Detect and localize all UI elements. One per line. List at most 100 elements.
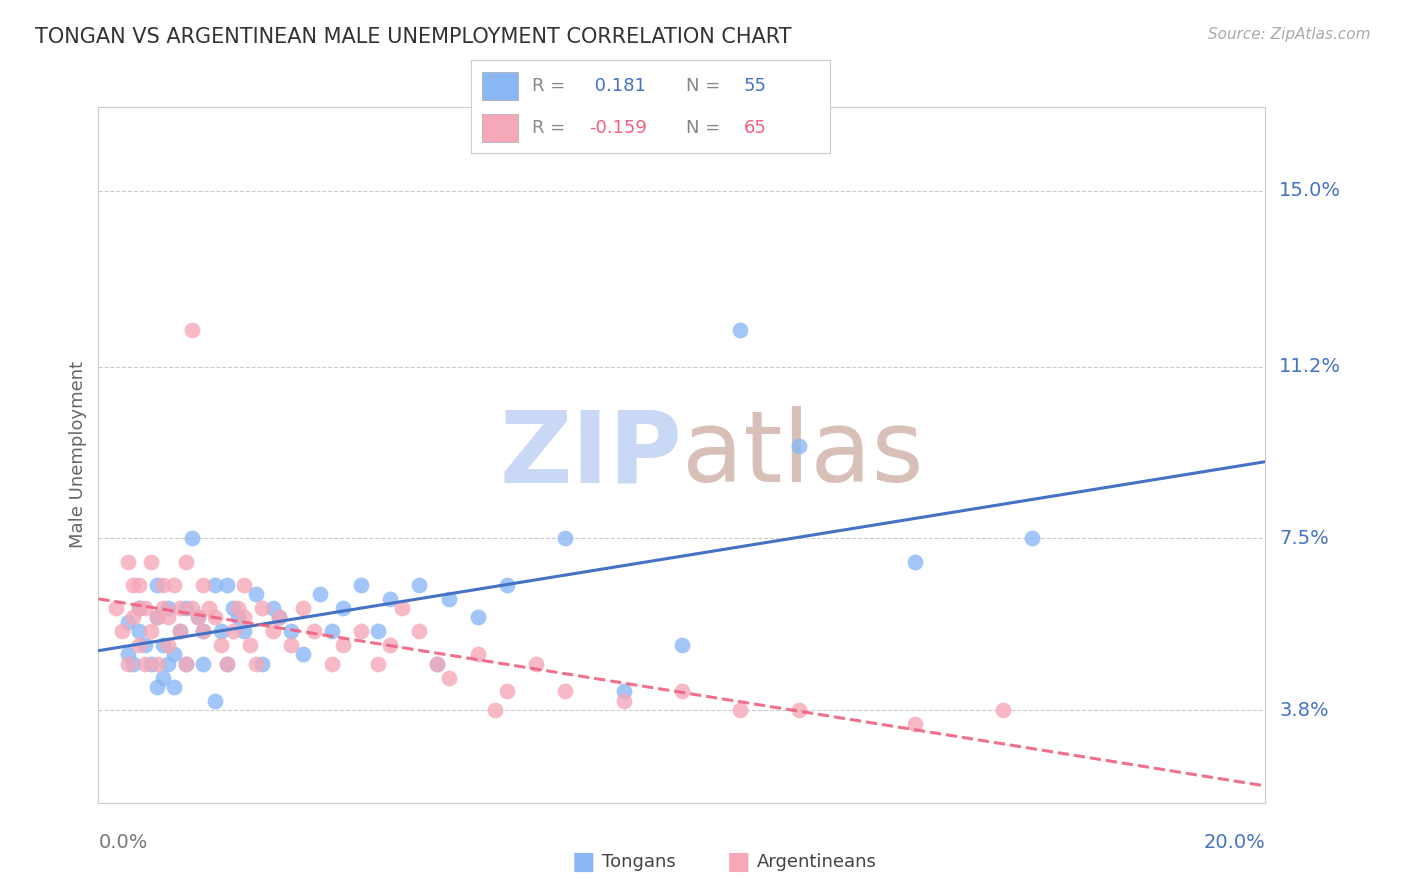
Point [174,601,197,615]
Point [204,610,226,624]
Point [524,657,547,671]
Point [146,610,169,624]
Point [671,684,693,698]
Point [554,532,576,546]
Point [391,601,413,615]
Text: R =: R = [531,120,565,137]
Point [233,578,256,592]
Point [193,624,215,639]
Point [128,578,150,592]
Point [117,615,139,629]
Point [128,624,150,639]
Point [169,624,191,639]
Point [250,657,273,671]
Point [157,601,180,615]
Point [187,610,209,624]
Point [139,555,162,569]
Point [111,624,134,639]
Point [117,657,139,671]
Point [209,624,232,639]
Point [367,657,389,671]
Point [128,601,150,615]
Text: Tongans: Tongans [602,853,675,871]
Bar [482,114,517,142]
Point [204,578,226,592]
Point [193,578,215,592]
Point [991,703,1014,717]
Point [904,555,927,569]
Point [187,610,209,624]
Text: 0.0%: 0.0% [98,833,148,853]
Point [134,601,156,615]
Point [174,657,197,671]
Point [146,610,169,624]
Point [139,624,162,639]
Text: ■: ■ [727,850,749,873]
Point [612,684,634,698]
Point [467,610,489,624]
Point [128,638,150,652]
Point [157,610,180,624]
Point [437,591,460,606]
Point [198,601,221,615]
Point [180,601,202,615]
Point [378,591,402,606]
Point [152,601,174,615]
Point [221,624,243,639]
Point [157,638,180,652]
Text: 11.2%: 11.2% [1279,358,1341,376]
Point [280,624,302,639]
Point [291,601,314,615]
Text: Source: ZipAtlas.com: Source: ZipAtlas.com [1208,27,1371,42]
Text: 20.0%: 20.0% [1204,833,1265,853]
Point [228,601,250,615]
Point [787,439,810,453]
Point [215,657,238,671]
Point [332,601,354,615]
Point [612,694,634,708]
Point [193,624,215,639]
Point [204,694,226,708]
Point [134,638,156,652]
Point [291,648,314,662]
Text: TONGAN VS ARGENTINEAN MALE UNEMPLOYMENT CORRELATION CHART: TONGAN VS ARGENTINEAN MALE UNEMPLOYMENT … [35,27,792,46]
Point [233,610,256,624]
Point [163,578,186,592]
Point [163,648,186,662]
Point [146,578,169,592]
Text: 7.5%: 7.5% [1279,529,1329,548]
Point [332,638,354,652]
Point [146,680,169,694]
Point [904,717,927,731]
Text: 65: 65 [744,120,766,137]
Point [215,578,238,592]
Text: 3.8%: 3.8% [1279,700,1329,720]
Point [554,684,576,698]
Point [122,578,145,592]
Point [269,610,291,624]
Text: -0.159: -0.159 [589,120,647,137]
Point [484,703,506,717]
Point [193,657,215,671]
Point [169,601,191,615]
Point [495,684,517,698]
Y-axis label: Male Unemployment: Male Unemployment [69,361,87,549]
Point [174,657,197,671]
Point [269,610,291,624]
Text: 55: 55 [744,77,766,95]
Point [152,638,174,652]
Point [233,624,256,639]
Point [146,657,169,671]
Point [245,657,267,671]
Point [408,624,430,639]
Point [104,601,127,615]
Point [157,657,180,671]
Point [221,601,243,615]
Text: atlas: atlas [682,407,924,503]
Point [280,638,302,652]
Point [321,624,343,639]
Point [152,671,174,685]
Point [1021,532,1043,546]
Point [163,680,186,694]
Point [122,610,145,624]
